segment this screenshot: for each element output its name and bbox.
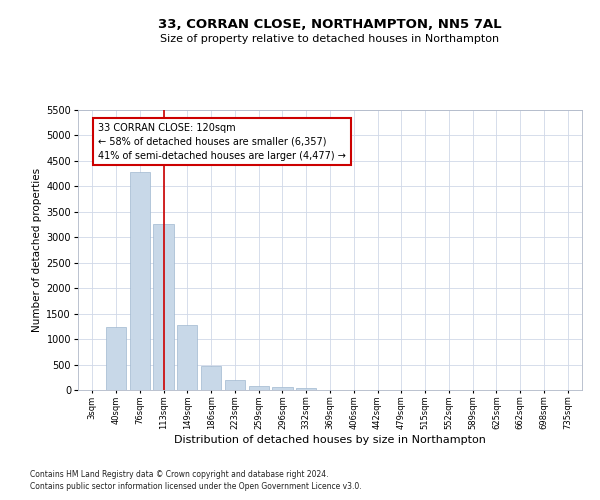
X-axis label: Distribution of detached houses by size in Northampton: Distribution of detached houses by size …: [174, 435, 486, 445]
Text: Contains public sector information licensed under the Open Government Licence v3: Contains public sector information licen…: [30, 482, 362, 491]
Bar: [177, 325, 197, 390]
Bar: [154, 224, 173, 390]
Bar: [248, 386, 269, 390]
Text: 33 CORRAN CLOSE: 120sqm
← 58% of detached houses are smaller (6,357)
41% of semi: 33 CORRAN CLOSE: 120sqm ← 58% of detache…: [98, 122, 346, 160]
Text: Size of property relative to detached houses in Northampton: Size of property relative to detached ho…: [160, 34, 500, 44]
Text: Contains HM Land Registry data © Crown copyright and database right 2024.: Contains HM Land Registry data © Crown c…: [30, 470, 329, 479]
Bar: [130, 172, 150, 390]
Y-axis label: Number of detached properties: Number of detached properties: [32, 168, 42, 332]
Bar: [225, 380, 245, 390]
Text: 33, CORRAN CLOSE, NORTHAMPTON, NN5 7AL: 33, CORRAN CLOSE, NORTHAMPTON, NN5 7AL: [158, 18, 502, 30]
Bar: [272, 387, 293, 390]
Bar: [201, 366, 221, 390]
Bar: [296, 388, 316, 390]
Bar: [106, 328, 126, 390]
